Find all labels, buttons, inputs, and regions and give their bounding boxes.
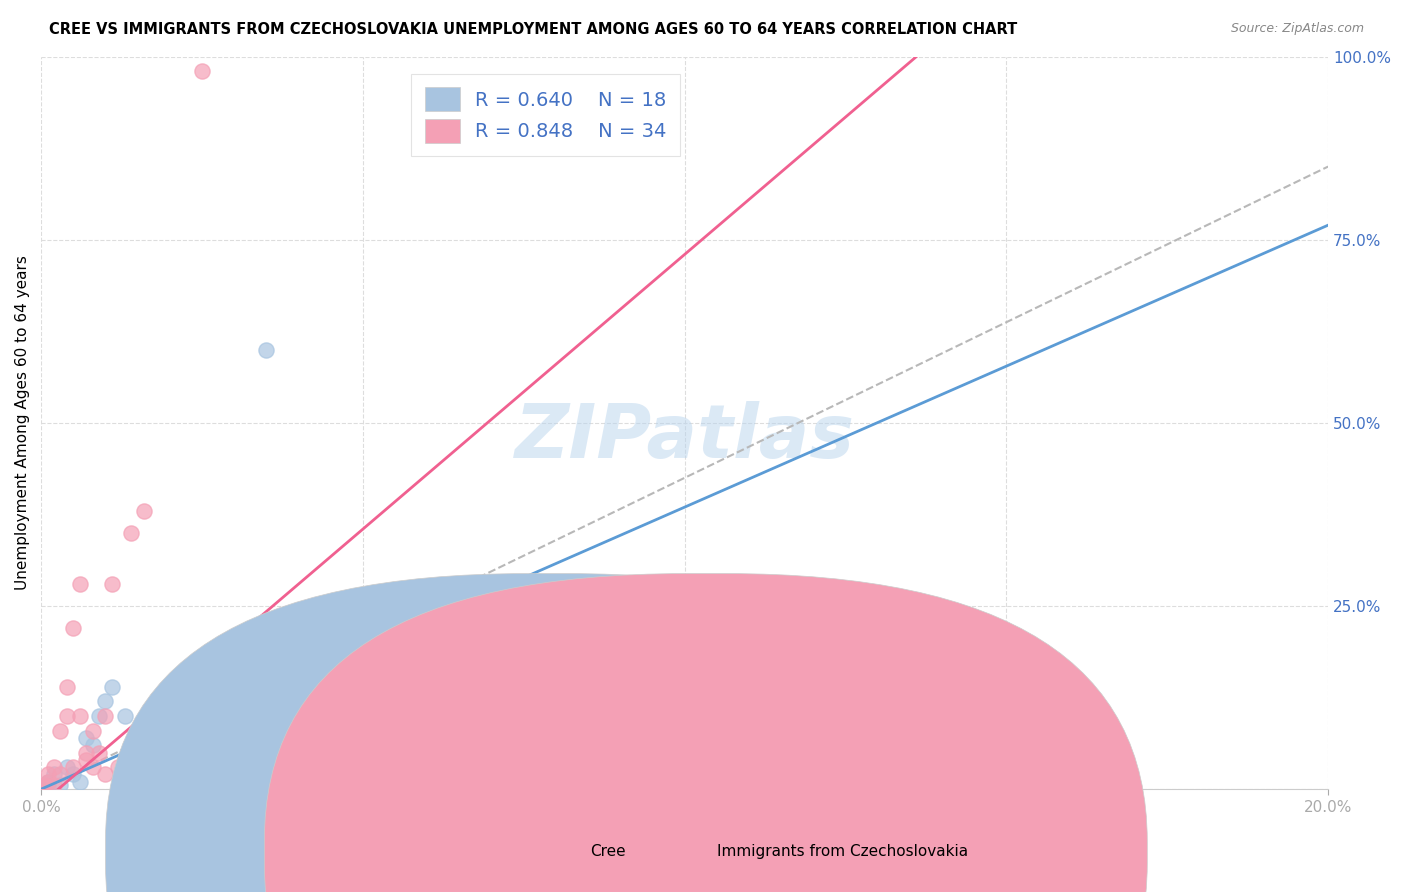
Point — [159, 694, 181, 708]
Point — [56, 760, 79, 774]
Point — [159, 753, 181, 767]
Point — [254, 343, 277, 357]
Point — [42, 760, 65, 774]
Point — [42, 779, 65, 793]
Point — [69, 774, 91, 789]
Point — [127, 738, 149, 752]
Point — [62, 767, 84, 781]
Point — [32, 780, 55, 795]
Point — [62, 760, 84, 774]
Point — [69, 709, 91, 723]
Point — [101, 680, 124, 694]
Point — [37, 774, 59, 789]
Text: Cree: Cree — [591, 845, 626, 859]
Point — [49, 767, 72, 781]
Point — [34, 779, 56, 793]
Point — [172, 760, 194, 774]
Point — [94, 709, 117, 723]
Point — [132, 723, 155, 738]
Point — [56, 709, 79, 723]
Point — [132, 504, 155, 518]
Point — [49, 723, 72, 738]
Point — [37, 774, 59, 789]
Point — [82, 723, 104, 738]
Point — [107, 760, 129, 774]
Point — [120, 525, 142, 540]
Point — [94, 694, 117, 708]
Point — [56, 680, 79, 694]
Point — [49, 779, 72, 793]
Point — [75, 753, 97, 767]
Point — [384, 621, 406, 635]
Text: Source: ZipAtlas.com: Source: ZipAtlas.com — [1230, 22, 1364, 36]
Point — [191, 64, 214, 78]
Point — [75, 746, 97, 760]
Y-axis label: Unemployment Among Ages 60 to 64 years: Unemployment Among Ages 60 to 64 years — [15, 255, 30, 591]
Text: Immigrants from Czechoslovakia: Immigrants from Czechoslovakia — [717, 845, 969, 859]
Point — [87, 746, 110, 760]
Point — [146, 709, 169, 723]
Text: ZIPatlas: ZIPatlas — [515, 401, 855, 474]
Point — [37, 767, 59, 781]
Point — [179, 767, 201, 781]
Point — [42, 767, 65, 781]
Point — [82, 760, 104, 774]
Point — [114, 709, 136, 723]
Point — [34, 780, 56, 795]
Point — [165, 709, 187, 723]
Point — [94, 767, 117, 781]
Legend: R = 0.640    N = 18, R = 0.848    N = 34: R = 0.640 N = 18, R = 0.848 N = 34 — [411, 74, 681, 156]
Text: CREE VS IMMIGRANTS FROM CZECHOSLOVAKIA UNEMPLOYMENT AMONG AGES 60 TO 64 YEARS CO: CREE VS IMMIGRANTS FROM CZECHOSLOVAKIA U… — [49, 22, 1018, 37]
Point — [101, 577, 124, 591]
Point — [62, 621, 84, 635]
Point — [82, 738, 104, 752]
Point — [114, 753, 136, 767]
Point — [87, 709, 110, 723]
Point — [69, 577, 91, 591]
Point — [75, 731, 97, 745]
Point — [37, 779, 59, 793]
Point — [152, 746, 174, 760]
